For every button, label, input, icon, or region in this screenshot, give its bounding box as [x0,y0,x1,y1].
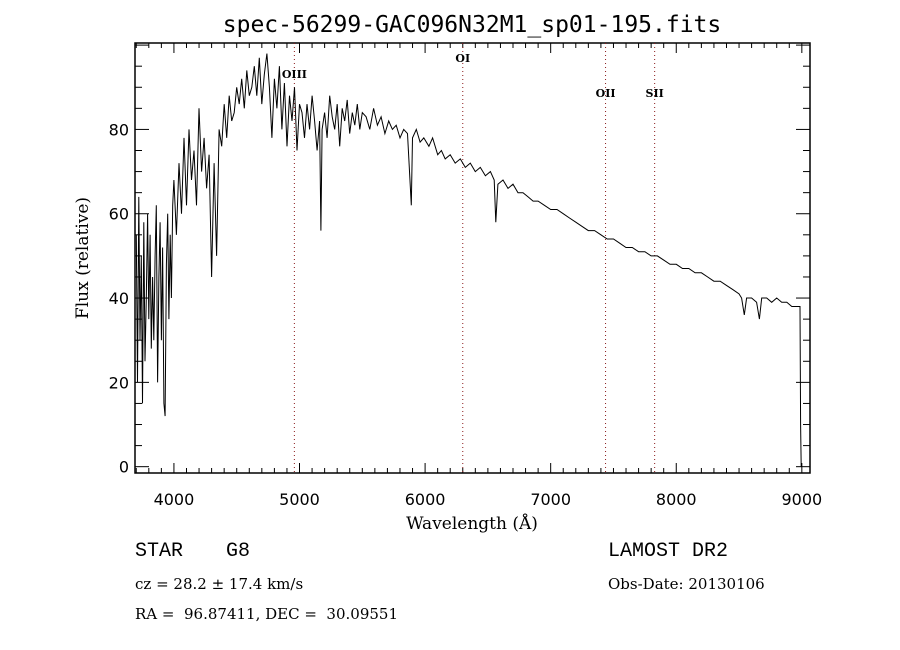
redshift-cz: cz = 28.2 ± 17.4 km/s [135,575,304,593]
x-tick-label: 5000 [279,490,320,509]
y-tick-label: 0 [119,458,129,477]
line-label-sii: SII [646,87,664,100]
subclass: G8 [226,540,251,563]
y-tick-label: 60 [109,205,129,224]
line-label-oi: OI [455,52,470,65]
line-label-oii: OII [596,87,616,100]
chart-title: spec-56299-GAC096N32M1_sp01-195.fits [223,12,722,38]
survey-name: LAMOST DR2 [608,540,729,563]
plot-frame [134,42,811,474]
y-tick-label: 80 [109,120,129,139]
x-tick-label: 6000 [405,490,446,509]
line-label-oiii: OIII [282,68,307,81]
x-tick-label: 9000 [781,490,822,509]
x-tick-label: 7000 [530,490,571,509]
spectrum-line [135,53,802,467]
x-axis-label: Wavelength (Å) [406,513,538,534]
coordinates: RA = 96.87411, DEC = 30.09551 [135,605,399,623]
x-tick-label: 8000 [656,490,697,509]
x-tick-label: 4000 [154,490,195,509]
obs-date: Obs-Date: 20130106 [608,575,765,593]
y-axis-label: Flux (relative) [73,197,93,319]
y-tick-label: 40 [109,289,129,308]
y-tick-label: 20 [109,373,129,392]
object-type: STAR [135,540,184,563]
